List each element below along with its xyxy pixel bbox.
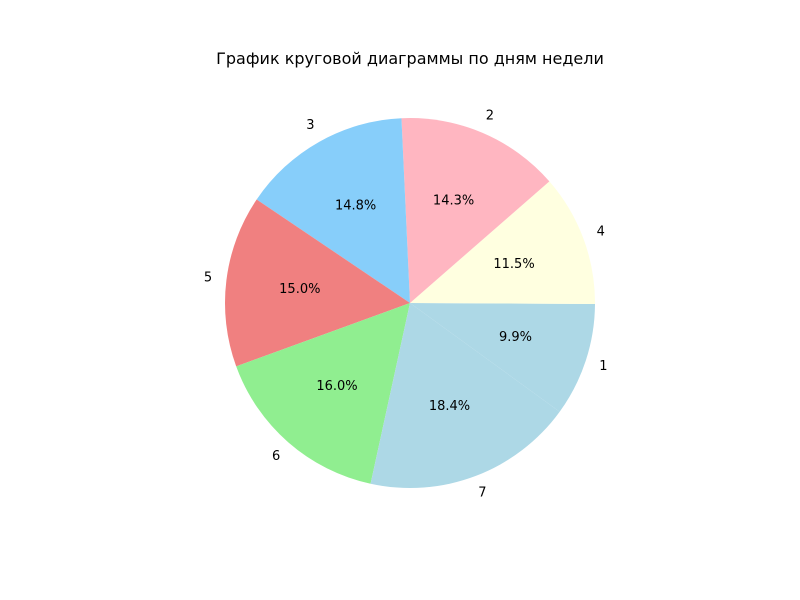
pie-slices — [225, 118, 595, 488]
pie-slice-7 — [370, 303, 560, 488]
slice-label-5: 5 — [204, 271, 212, 286]
slice-percent-4: 11.5% — [493, 257, 534, 272]
slice-percent-2: 14.3% — [433, 193, 474, 208]
slice-label-3: 3 — [306, 118, 314, 133]
pie-slice-4 — [410, 181, 595, 305]
slice-percent-5: 15.0% — [279, 282, 320, 297]
slice-label-1: 1 — [599, 359, 607, 374]
slice-label-2: 2 — [486, 108, 494, 123]
pie-slice-3 — [256, 118, 410, 304]
pie-slice-6 — [236, 303, 410, 484]
slice-label-4: 4 — [597, 225, 605, 240]
slice-percent-6: 16.0% — [316, 379, 357, 394]
slice-percent-7: 18.4% — [429, 399, 470, 414]
pie-labels: 1 9.9% 4 11.5% 2 14.3% 3 14.8% 5 15.0% 6 16.0% 7 18.4… — [204, 108, 608, 500]
chart-title: График круговой диаграммы по дням недели — [216, 49, 604, 68]
slice-percent-1: 9.9% — [499, 330, 532, 345]
slice-percent-3: 14.8% — [335, 199, 376, 214]
pie-slice-5 — [225, 199, 410, 367]
pie-slice-1 — [410, 303, 595, 412]
slice-label-6: 6 — [272, 449, 280, 464]
slice-label-7: 7 — [478, 486, 486, 501]
pie-slice-2 — [401, 118, 550, 304]
